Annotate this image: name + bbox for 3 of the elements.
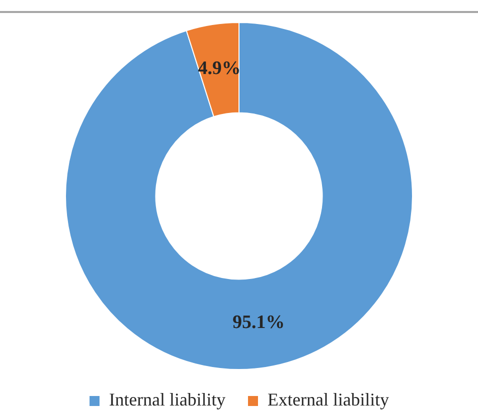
legend-label: Internal liability: [109, 390, 226, 410]
legend-label: External liability: [268, 390, 389, 410]
data-label: 95.1%: [232, 312, 285, 333]
